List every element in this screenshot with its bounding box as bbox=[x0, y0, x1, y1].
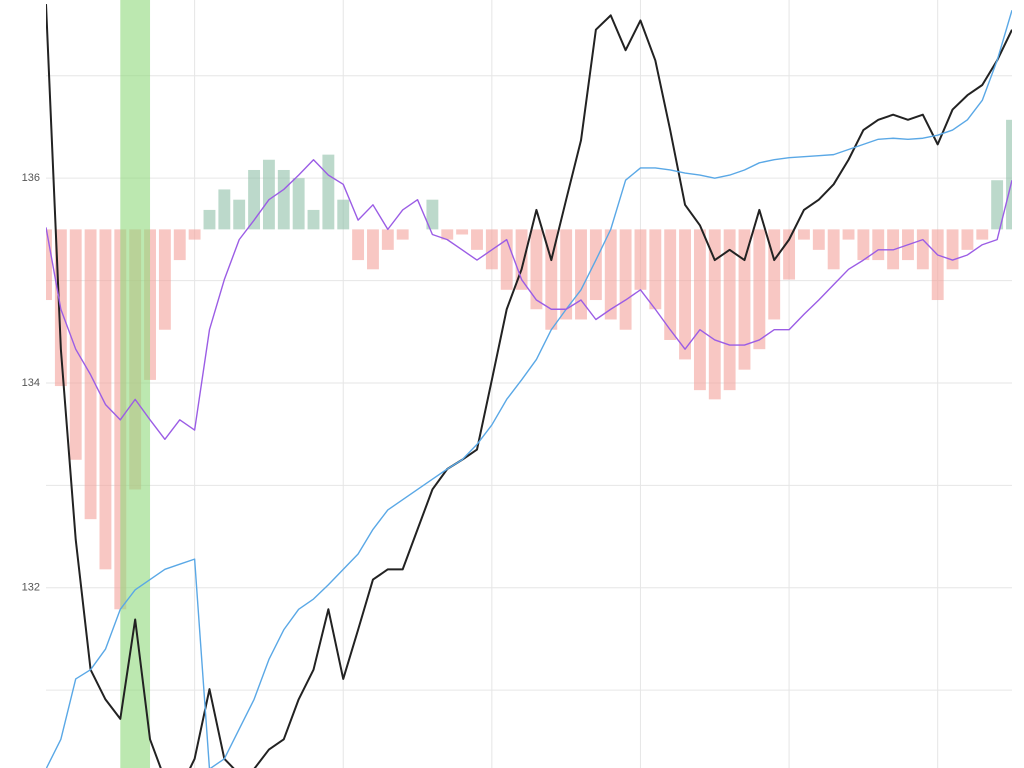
histogram-bar bbox=[575, 229, 587, 320]
y-tick-label: 132 bbox=[22, 582, 40, 594]
histogram-bar bbox=[515, 229, 528, 290]
histogram-bar bbox=[456, 229, 469, 235]
histogram-bar bbox=[797, 229, 810, 240]
histogram-bar bbox=[367, 229, 379, 270]
highlight-band bbox=[120, 0, 151, 768]
histogram-bar bbox=[634, 229, 647, 290]
histogram-bar bbox=[188, 229, 201, 240]
histogram-bar bbox=[961, 229, 974, 250]
histogram-bar bbox=[991, 180, 1004, 230]
histogram-bar bbox=[307, 209, 320, 230]
histogram-bar bbox=[872, 229, 885, 261]
histogram-bar bbox=[560, 229, 573, 320]
histogram-bar bbox=[931, 229, 944, 301]
line-series bbox=[46, 10, 1012, 768]
histogram-bar bbox=[381, 229, 394, 250]
histogram-bar bbox=[337, 199, 350, 230]
histogram-bar bbox=[46, 229, 52, 301]
histogram-bar bbox=[248, 169, 261, 230]
histogram-bar bbox=[530, 229, 543, 310]
histogram-bar bbox=[471, 229, 483, 250]
histogram-bar bbox=[693, 229, 706, 391]
histogram-bar bbox=[69, 229, 82, 460]
histogram-bar bbox=[827, 229, 840, 270]
histogram-bar bbox=[233, 199, 246, 230]
histogram-bar bbox=[619, 229, 632, 330]
histogram-bar bbox=[842, 229, 855, 240]
histogram-bar bbox=[426, 199, 439, 230]
histogram-bar bbox=[679, 229, 691, 360]
histogram-bar bbox=[664, 229, 677, 340]
histogram-bar bbox=[604, 229, 617, 320]
histogram-bar bbox=[158, 229, 171, 330]
histogram-bar bbox=[292, 178, 305, 230]
plot bbox=[46, 0, 1012, 768]
histogram-bar bbox=[738, 229, 751, 370]
line-series bbox=[46, 4, 1012, 768]
histogram-bar bbox=[1006, 119, 1012, 230]
histogram-bar bbox=[545, 229, 558, 330]
histogram-bar bbox=[441, 229, 454, 240]
histogram-bar bbox=[203, 209, 216, 230]
histogram-bar bbox=[857, 229, 870, 261]
histogram-bar bbox=[783, 229, 796, 280]
histogram-bar bbox=[352, 229, 365, 261]
histogram-bar bbox=[500, 229, 513, 290]
histogram-bar bbox=[277, 169, 290, 230]
histogram-bar bbox=[396, 229, 409, 240]
histogram-bar bbox=[768, 229, 781, 320]
histogram-bar bbox=[723, 229, 736, 391]
histogram-bar bbox=[173, 229, 186, 261]
y-tick-label: 134 bbox=[22, 377, 40, 389]
histogram-bar bbox=[322, 154, 335, 230]
histogram-bar bbox=[946, 229, 959, 270]
histogram-bar bbox=[99, 229, 112, 570]
histogram-bar bbox=[649, 229, 662, 310]
histogram-bar bbox=[218, 189, 231, 230]
histogram-bar bbox=[753, 229, 766, 350]
histogram-bar bbox=[262, 159, 275, 230]
histogram-bar bbox=[812, 229, 825, 250]
histogram-bar bbox=[916, 229, 929, 270]
y-tick-label: 136 bbox=[22, 172, 40, 184]
line-series bbox=[46, 159, 1012, 440]
histogram-bar bbox=[708, 229, 721, 400]
histogram-bar bbox=[976, 229, 989, 240]
histogram-bar bbox=[589, 229, 602, 301]
